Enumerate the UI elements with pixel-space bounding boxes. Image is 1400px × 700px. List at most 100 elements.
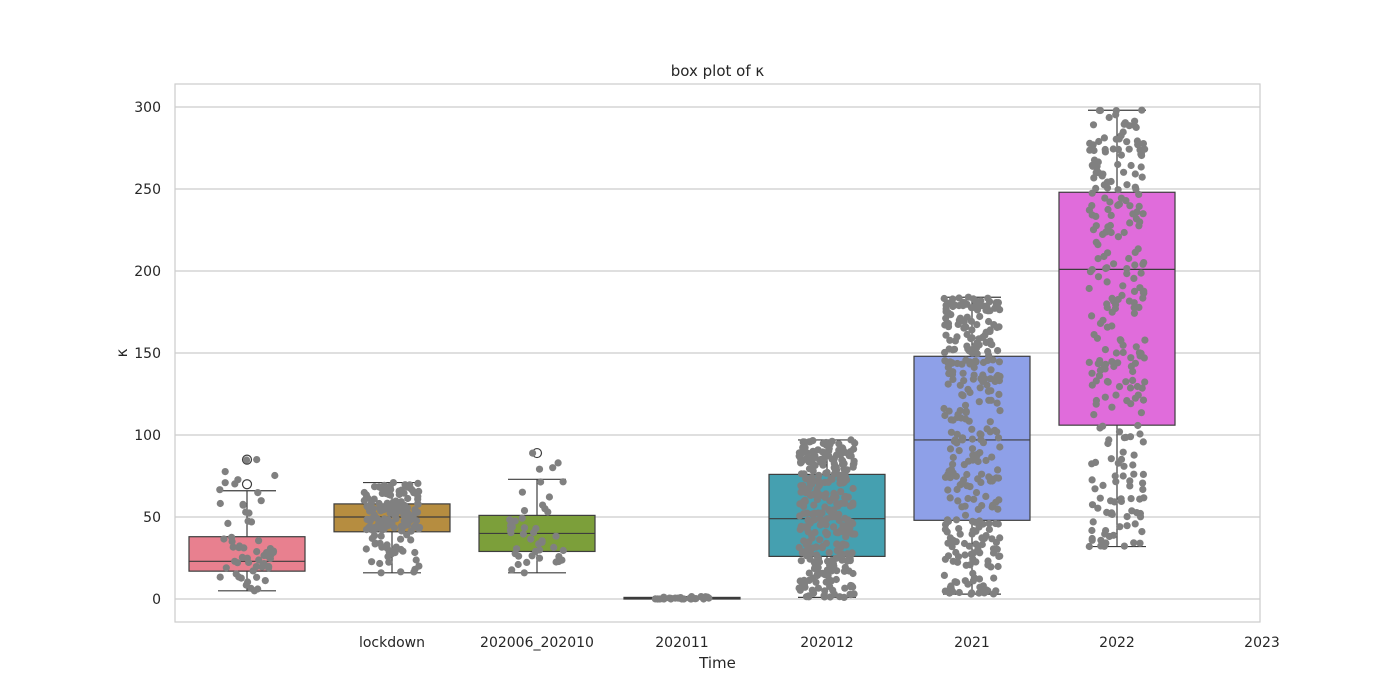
- strip-point: [820, 454, 829, 462]
- strip-point: [985, 525, 994, 534]
- strip-point: [1137, 349, 1145, 357]
- strip-point: [1089, 518, 1097, 526]
- strip-point: [506, 526, 514, 534]
- strip-point: [527, 535, 535, 543]
- strip-point: [1125, 122, 1133, 130]
- y-tick-label: 0: [152, 592, 161, 608]
- strip-point: [1112, 478, 1120, 486]
- strip-point: [961, 551, 969, 559]
- strip-point: [216, 573, 224, 581]
- strip-point: [1103, 264, 1111, 272]
- strip-group: [216, 456, 279, 595]
- strip-point: [947, 428, 956, 436]
- strip-point: [397, 545, 405, 554]
- strip-point: [1136, 430, 1144, 438]
- strip-point: [247, 584, 255, 592]
- strip-point: [996, 552, 1004, 560]
- strip-point: [944, 552, 953, 560]
- strip-point: [1107, 177, 1115, 186]
- strip-point: [799, 443, 807, 452]
- strip-point: [796, 512, 804, 520]
- strip-point: [960, 299, 968, 307]
- strip-point: [947, 416, 955, 424]
- strip-point: [984, 587, 992, 595]
- strip-group: [795, 436, 859, 602]
- strip-point: [967, 317, 976, 325]
- strip-point: [697, 593, 705, 601]
- strip-point: [829, 586, 837, 594]
- strip-point: [1088, 460, 1096, 468]
- strip-point: [243, 456, 251, 464]
- strip-point: [1137, 409, 1145, 417]
- strip-point: [514, 560, 522, 569]
- strip-point: [1137, 149, 1145, 158]
- strip-point: [550, 543, 558, 552]
- strip-point: [1117, 151, 1125, 159]
- strip-point: [245, 558, 253, 567]
- strip-point: [982, 338, 990, 347]
- strip-point: [370, 511, 378, 519]
- strip-point: [968, 435, 977, 443]
- strip-point: [1106, 198, 1114, 206]
- strip-point: [360, 488, 368, 497]
- outlier-marker: [241, 454, 253, 465]
- strip-point: [833, 567, 841, 575]
- strip-point: [536, 546, 544, 554]
- strip-point: [1108, 322, 1116, 330]
- strip-point: [962, 356, 970, 364]
- strip-point: [1117, 194, 1125, 202]
- strip-point: [1092, 222, 1100, 230]
- strip-point: [1130, 451, 1138, 459]
- strip-point: [969, 556, 977, 564]
- strip-point: [1129, 367, 1137, 376]
- strip-point: [978, 534, 986, 542]
- strip-point: [958, 479, 966, 488]
- strip-point: [1131, 261, 1139, 269]
- strip-point: [376, 559, 384, 568]
- strip-point: [519, 530, 528, 538]
- strip-point: [1139, 438, 1147, 446]
- strip-point: [1136, 218, 1144, 226]
- strip-point: [996, 306, 1004, 314]
- x-tick-labels: lockdown 202006_202010 202011 202012 2021 202…: [359, 635, 1280, 651]
- strip-point: [1135, 190, 1143, 198]
- strip-point: [970, 363, 978, 371]
- strip-point: [233, 559, 242, 567]
- strip-point: [410, 568, 418, 576]
- strip-point: [1137, 163, 1145, 171]
- strip-point: [261, 577, 269, 585]
- strip-point: [554, 459, 562, 467]
- strip-point: [994, 474, 1003, 482]
- strip-point: [816, 536, 824, 544]
- strip-point: [799, 438, 807, 446]
- strip-point: [518, 514, 526, 522]
- strip-point: [1126, 477, 1134, 485]
- strip-point: [804, 455, 813, 463]
- strip-point: [811, 564, 819, 573]
- strip-point: [811, 452, 819, 460]
- strip-point: [945, 345, 953, 353]
- strip-point: [1141, 378, 1149, 386]
- strip-point: [1091, 485, 1099, 493]
- strip-point: [955, 525, 963, 533]
- strip-point: [995, 323, 1003, 331]
- y-tick-label: 250: [134, 182, 161, 198]
- strip-point: [1088, 202, 1096, 210]
- strip-point: [532, 524, 540, 533]
- strip-point: [386, 482, 394, 491]
- strip-point: [942, 331, 950, 339]
- strip-point: [796, 586, 804, 594]
- strip-point: [963, 470, 971, 479]
- y-tick-label: 50: [143, 510, 161, 526]
- strip-point: [953, 359, 961, 368]
- x-axis-title: Time: [698, 654, 736, 672]
- strip-point: [814, 446, 822, 454]
- strip-point: [1100, 134, 1108, 142]
- strip-point: [265, 564, 273, 572]
- strip-point: [846, 555, 854, 563]
- strip-point: [1131, 170, 1139, 178]
- strip-point: [827, 577, 835, 585]
- strip-point: [994, 347, 1002, 355]
- strip-point: [1130, 470, 1138, 478]
- strip-point: [1130, 287, 1139, 295]
